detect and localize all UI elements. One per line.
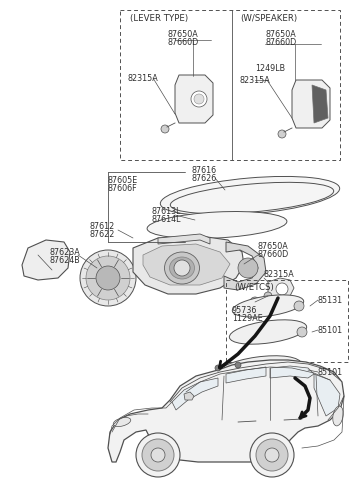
- Polygon shape: [270, 366, 314, 378]
- Text: 87623A: 87623A: [50, 248, 81, 257]
- Text: 87660D: 87660D: [167, 38, 198, 47]
- Text: 87650A: 87650A: [258, 242, 289, 251]
- Circle shape: [151, 448, 165, 462]
- Circle shape: [235, 362, 241, 368]
- Ellipse shape: [333, 406, 343, 426]
- Circle shape: [174, 260, 190, 276]
- Bar: [120, 10, 340, 160]
- Text: 85101: 85101: [318, 326, 343, 335]
- Circle shape: [265, 448, 279, 462]
- Polygon shape: [184, 392, 194, 400]
- Text: 95736: 95736: [232, 306, 257, 315]
- Ellipse shape: [170, 257, 194, 279]
- Circle shape: [191, 91, 207, 107]
- Text: (W/SPEAKER): (W/SPEAKER): [240, 14, 297, 23]
- Polygon shape: [22, 240, 70, 280]
- Ellipse shape: [147, 212, 287, 239]
- Text: 87616: 87616: [192, 166, 217, 175]
- Circle shape: [297, 327, 307, 337]
- Polygon shape: [175, 75, 213, 123]
- Circle shape: [161, 125, 169, 133]
- Ellipse shape: [232, 295, 304, 317]
- Text: 87606F: 87606F: [108, 184, 138, 193]
- Circle shape: [194, 94, 204, 104]
- Circle shape: [256, 439, 288, 471]
- Text: 87624B: 87624B: [50, 256, 81, 265]
- Ellipse shape: [214, 356, 302, 384]
- Text: 87660D: 87660D: [258, 250, 289, 259]
- Polygon shape: [268, 278, 294, 298]
- Polygon shape: [292, 80, 330, 128]
- Text: 87650A: 87650A: [167, 30, 198, 39]
- Text: 87605E: 87605E: [108, 176, 138, 185]
- Text: 1129AE: 1129AE: [232, 314, 263, 323]
- Circle shape: [136, 433, 180, 477]
- Text: 87650A: 87650A: [265, 30, 296, 39]
- Polygon shape: [158, 234, 210, 244]
- Circle shape: [86, 256, 130, 300]
- Polygon shape: [133, 236, 244, 294]
- Polygon shape: [108, 360, 344, 462]
- Polygon shape: [312, 85, 328, 123]
- Circle shape: [278, 130, 286, 138]
- Text: 87660D: 87660D: [265, 38, 296, 47]
- Text: 87614L: 87614L: [152, 215, 181, 224]
- Text: 87612: 87612: [90, 222, 115, 231]
- Polygon shape: [226, 367, 266, 383]
- Ellipse shape: [229, 320, 307, 344]
- Circle shape: [142, 439, 174, 471]
- Ellipse shape: [165, 252, 199, 284]
- Circle shape: [250, 433, 294, 477]
- Text: (W/ETCS): (W/ETCS): [234, 283, 274, 292]
- Circle shape: [294, 301, 304, 311]
- Circle shape: [215, 365, 221, 371]
- Circle shape: [264, 292, 272, 300]
- Polygon shape: [172, 378, 218, 410]
- Text: 87622: 87622: [90, 230, 115, 239]
- Polygon shape: [314, 374, 340, 416]
- Text: 82315A: 82315A: [240, 76, 271, 85]
- Circle shape: [283, 363, 297, 377]
- Circle shape: [238, 258, 258, 278]
- Text: 87613L: 87613L: [152, 207, 181, 216]
- Circle shape: [96, 266, 120, 290]
- Bar: [226, 280, 348, 362]
- Ellipse shape: [113, 418, 131, 427]
- Text: 85131: 85131: [318, 296, 343, 305]
- Text: 82315A: 82315A: [264, 270, 295, 279]
- Text: 82315A: 82315A: [128, 74, 159, 83]
- Circle shape: [276, 283, 288, 295]
- Text: 87626: 87626: [192, 174, 217, 183]
- Ellipse shape: [160, 177, 340, 216]
- Polygon shape: [224, 242, 266, 290]
- Text: 85101: 85101: [318, 368, 343, 377]
- Circle shape: [291, 364, 303, 376]
- Text: (LEVER TYPE): (LEVER TYPE): [130, 14, 188, 23]
- Circle shape: [250, 297, 260, 307]
- Circle shape: [80, 250, 136, 306]
- Polygon shape: [143, 244, 230, 285]
- Text: 1249LB: 1249LB: [255, 64, 285, 73]
